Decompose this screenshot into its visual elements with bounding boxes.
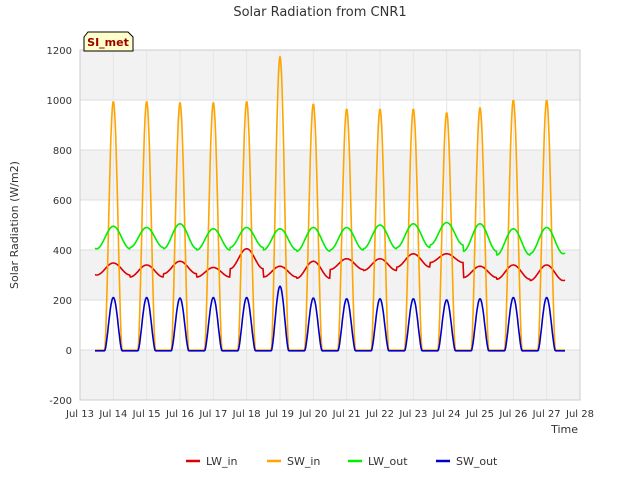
x-tick-label: Jul 17 bbox=[198, 409, 227, 420]
x-tick-label: Jul 21 bbox=[332, 409, 361, 420]
x-tick-label: Jul 25 bbox=[465, 409, 494, 420]
legend-label: SW_out bbox=[456, 455, 498, 468]
legend-item-lw-out: LW_out bbox=[348, 455, 408, 468]
y-tick-label: 600 bbox=[53, 196, 72, 207]
y-tick-label: 800 bbox=[53, 146, 72, 157]
legend: LW_in SW_in LW_out SW_out bbox=[186, 455, 498, 468]
x-tick-label: Jul 27 bbox=[532, 409, 561, 420]
x-tick-label: Jul 28 bbox=[565, 409, 594, 420]
series-line-sw-out bbox=[95, 285, 565, 352]
y-tick-label: 200 bbox=[53, 296, 72, 307]
background-band bbox=[80, 50, 580, 100]
background-band bbox=[80, 150, 580, 200]
x-tick-label: Jul 20 bbox=[298, 409, 327, 420]
station-badge: SI_met bbox=[83, 31, 134, 52]
chart-title: Solar Radiation from CNR1 bbox=[233, 5, 406, 20]
series-line-sw-in bbox=[95, 56, 565, 351]
x-tick-label: Jul 13 bbox=[65, 409, 94, 420]
badge-label: SI_met bbox=[87, 36, 129, 49]
x-tick-label: Jul 24 bbox=[432, 409, 461, 420]
x-tick-label: Jul 16 bbox=[165, 409, 194, 420]
legend-label: LW_in bbox=[206, 455, 238, 468]
x-tick-label: Jul 22 bbox=[365, 409, 394, 420]
y-tick-label: -200 bbox=[49, 396, 72, 407]
x-tick-label: Jul 23 bbox=[398, 409, 427, 420]
series-layer bbox=[94, 56, 566, 352]
y-tick-label: 1200 bbox=[47, 46, 72, 57]
plot-area-border bbox=[79, 49, 581, 401]
legend-item-lw-in: LW_in bbox=[186, 455, 238, 468]
series-line-lw-in bbox=[94, 248, 566, 282]
y-tick-label: 1000 bbox=[47, 96, 72, 107]
x-tick-label: Jul 15 bbox=[132, 409, 161, 420]
legend-label: SW_in bbox=[287, 455, 320, 468]
y-axis-ticks: -200 0 200 400 600 800 1000 1200 bbox=[47, 46, 72, 407]
legend-label: LW_out bbox=[368, 455, 408, 468]
series-line-lw-out bbox=[94, 221, 566, 257]
x-axis-ticks: Jul 13 Jul 14 Jul 15 Jul 16 Jul 17 Jul 18 Jul … bbox=[65, 409, 594, 420]
x-axis-label: Time bbox=[550, 423, 578, 436]
legend-item-sw-out: SW_out bbox=[436, 455, 498, 468]
x-tick-label: Jul 18 bbox=[232, 409, 261, 420]
y-axis-label: Solar Radiation (W/m2) bbox=[8, 161, 21, 289]
legend-item-sw-in: SW_in bbox=[267, 455, 320, 468]
badge-shape bbox=[83, 31, 134, 52]
y-tick-label: 400 bbox=[53, 246, 72, 257]
background-band bbox=[80, 350, 580, 400]
x-tick-label: Jul 19 bbox=[265, 409, 294, 420]
y-tick-label: 0 bbox=[66, 346, 72, 357]
x-tick-label: Jul 14 bbox=[98, 409, 127, 420]
x-tick-label: Jul 26 bbox=[498, 409, 527, 420]
